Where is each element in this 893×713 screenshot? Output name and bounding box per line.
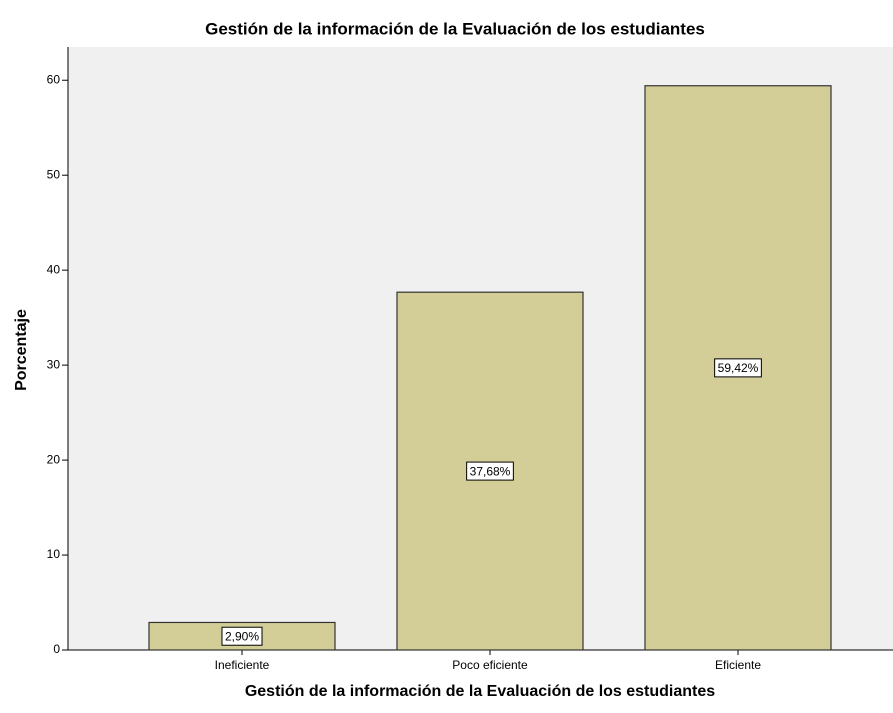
y-tick-label: 40 — [47, 262, 61, 276]
x-axis-title: Gestión de la información de la Evaluaci… — [245, 683, 715, 700]
data-label-box — [466, 461, 514, 481]
x-tick-label: Eficiente — [715, 658, 761, 672]
chart-title: Gestión de la información de la Evaluaci… — [205, 19, 705, 38]
y-tick-label: 20 — [47, 452, 61, 466]
y-tick-label: 60 — [47, 72, 61, 86]
data-label-box — [714, 358, 762, 378]
x-tick-label: Poco eficiente — [452, 658, 528, 672]
y-axis-title: Porcentaje — [13, 309, 30, 391]
y-tick-label: 0 — [53, 642, 60, 656]
y-tick-label: 50 — [47, 167, 61, 181]
y-tick-label: 10 — [47, 547, 61, 561]
data-label-box — [221, 626, 263, 646]
data-label: 2,90% — [225, 629, 259, 643]
y-tick-label: 30 — [47, 357, 61, 371]
data-label: 37,68% — [470, 464, 511, 478]
x-tick-label: Ineficiente — [215, 658, 270, 672]
data-label: 59,42% — [718, 361, 759, 375]
